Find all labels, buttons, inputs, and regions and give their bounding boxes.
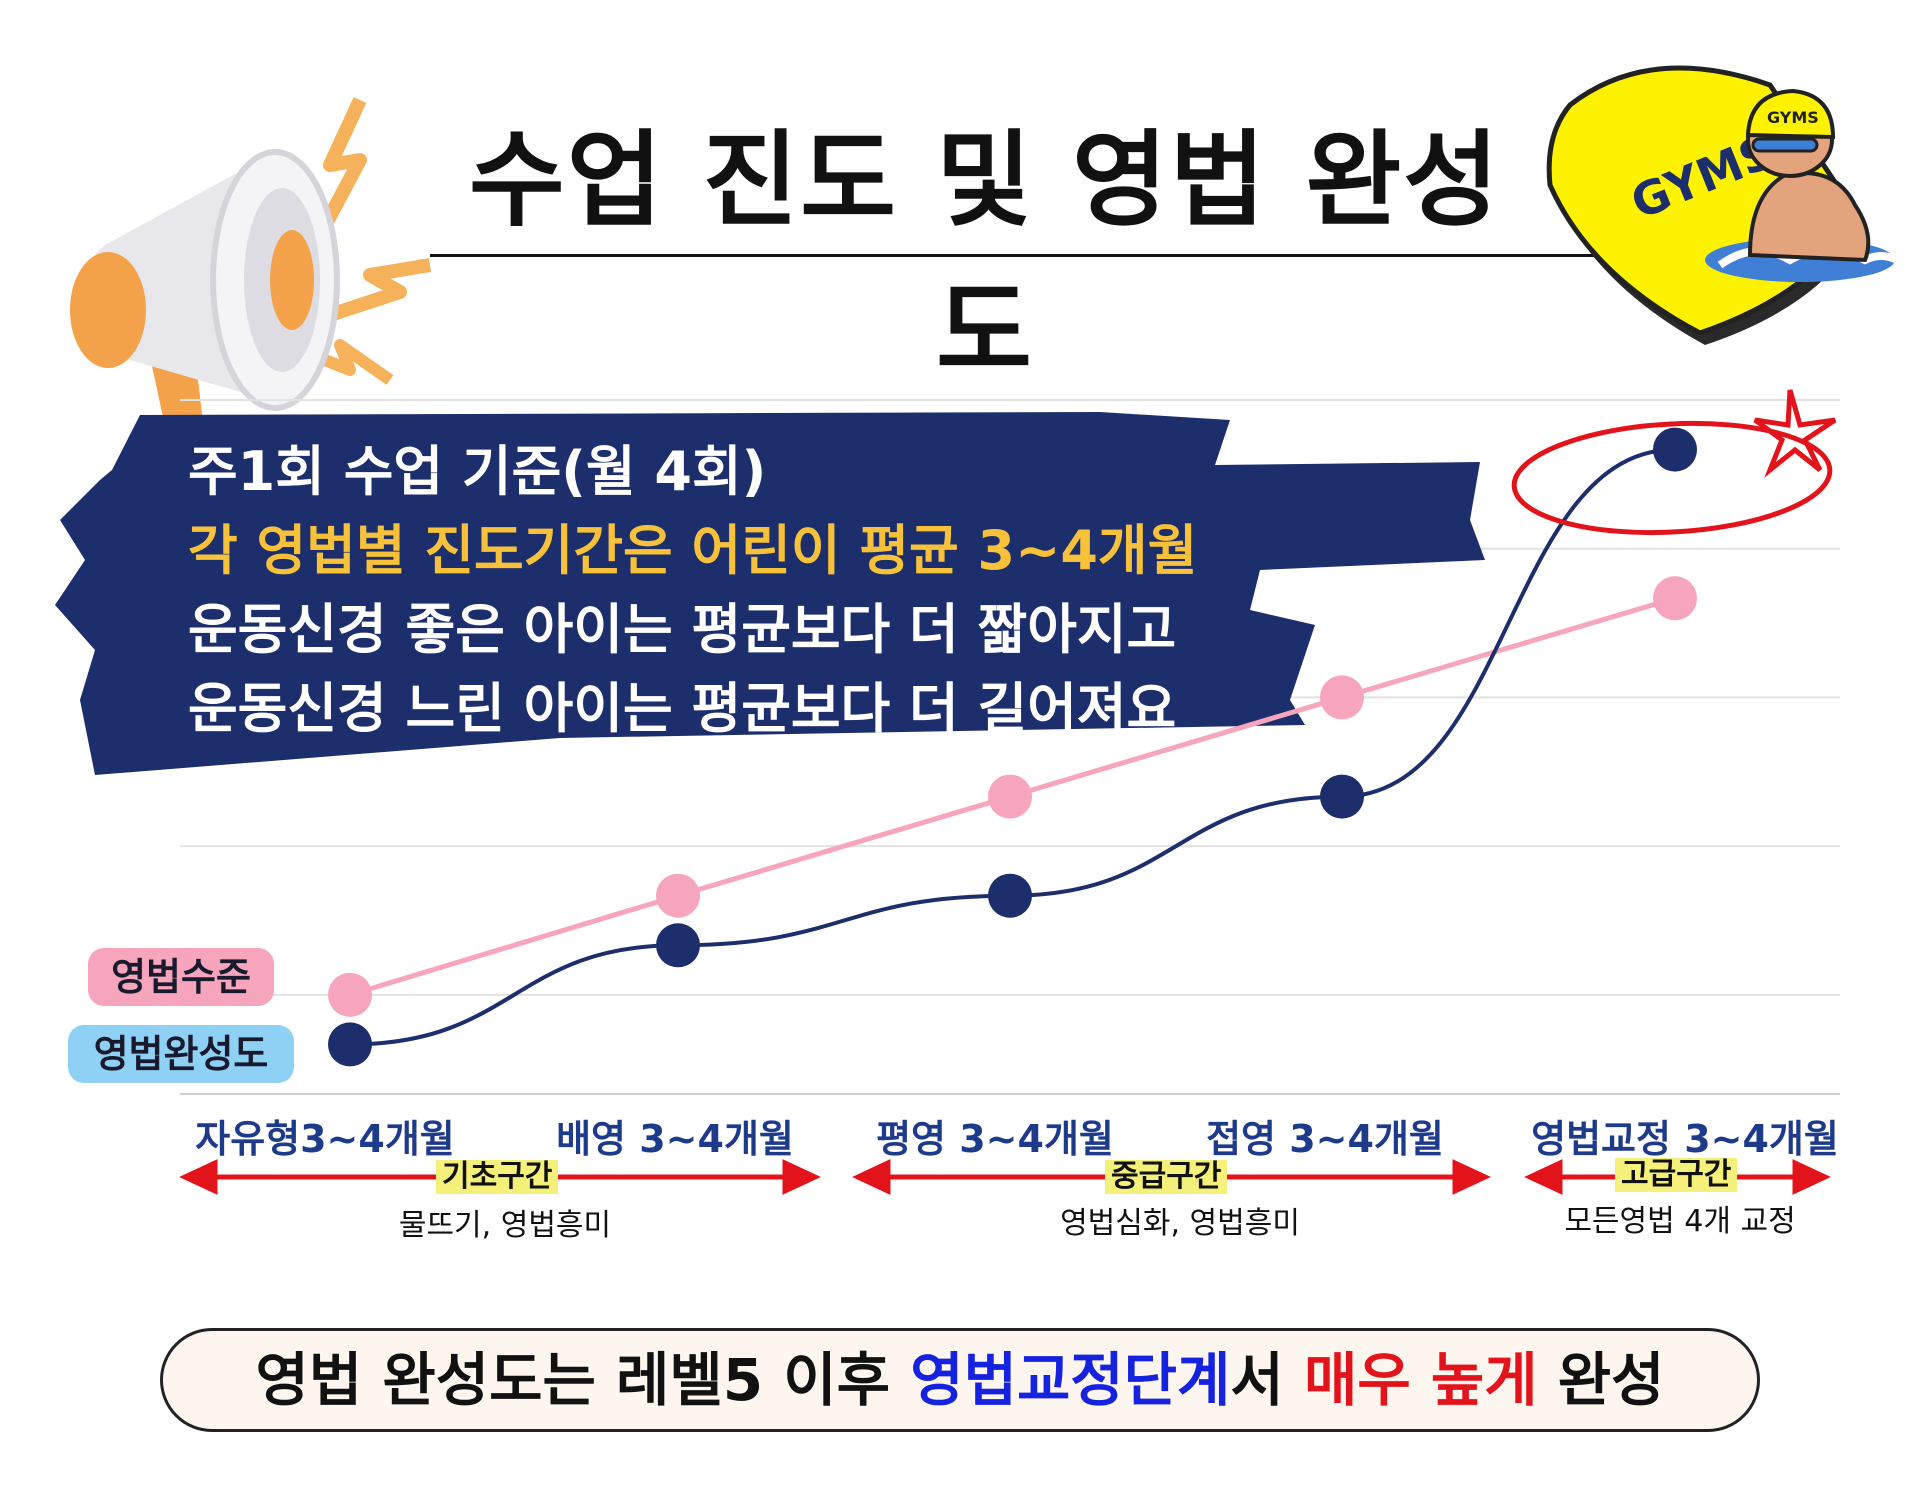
gyms-logo: GYMS GYMS [1546,65,1908,345]
zone-desc-adv: 모든영법 4개 교정 [1564,1204,1796,1239]
series-2-point-4 [1320,774,1364,819]
banner-line-3: 운동신경 좋은 아이는 평균보다 더 짧아지고 [188,598,1177,661]
zone-arrow-adv-left [1524,1159,1563,1195]
series-1-point-3 [988,774,1032,819]
zone-name-basic: 기초구간 [436,1160,559,1194]
megaphone-icon [70,97,432,450]
x-label-5: 영법교정 3~4개월 [1531,1117,1839,1161]
zone-desc-basic: 물뜨기, 영법흥미 [398,1208,612,1243]
series-1-point-1 [328,972,372,1017]
zone-name-mid: 중급구간 [1105,1160,1228,1194]
x-label-2: 배영 3~4개월 [556,1117,794,1161]
bottom-text-3: 서 [1230,1346,1304,1414]
x-label-3: 평영 3~4개월 [876,1117,1114,1161]
bottom-text-2: 영법교정단계 [910,1346,1231,1414]
bottom-text-1: 영법 완성도는 레벨5 이후 [255,1346,911,1414]
zone-arrow-mid-left [852,1159,891,1195]
banner-brush-stroke [55,412,1485,775]
logo-cap-text: GYMS [1767,108,1819,127]
legend-completion: 영법완성도 [68,1025,294,1083]
zone-desc-mid: 영법심화, 영법흥미 [1060,1206,1300,1241]
zone-name-adv: 고급구간 [1615,1158,1738,1192]
zone-arrow-mid-right [1452,1159,1491,1195]
zone-arrow-adv-right [1792,1159,1831,1195]
banner-line-1: 주1회 수업 기준(월 4회) [188,440,767,503]
bottom-text-4: 매우 높게 [1303,1346,1538,1414]
series-2-point-3 [988,873,1032,918]
highlight-star-icon [1753,389,1837,478]
bottom-callout: 영법 완성도는 레벨5 이후 영법교정단계서 매우 높게 완성 [160,1328,1760,1432]
series-2-point-5 [1653,427,1697,472]
legend-level: 영법수준 [88,948,274,1006]
title-divider [430,254,1620,257]
x-label-1: 자유형3~4개월 [195,1117,455,1161]
series-2-point-2 [656,923,700,968]
series-1-point-2 [656,873,700,918]
series-2-point-1 [328,1022,372,1067]
x-label-4: 접영 3~4개월 [1206,1117,1444,1161]
series-1-point-4 [1320,675,1364,720]
page-title: 수업 진도 및 영법 완성도 [469,119,1501,392]
bottom-text-5: 완성 [1537,1346,1665,1414]
banner-text: 주1회 수업 기준(월 4회) 각 영법별 진도기간은 어린이 평균 3~4개월… [188,432,1197,748]
series-1-point-5 [1653,576,1697,621]
series-line-2 [349,447,1676,1047]
highlight-circle [1511,420,1833,536]
banner-line-4: 운동신경 느린 아이는 평균보다 더 길어져요 [188,677,1177,740]
zone-arrow-basic-left [179,1159,218,1195]
zone-arrow-basic-right [782,1159,821,1195]
banner-line-2: 각 영법별 진도기간은 어린이 평균 3~4개월 [188,519,1198,582]
